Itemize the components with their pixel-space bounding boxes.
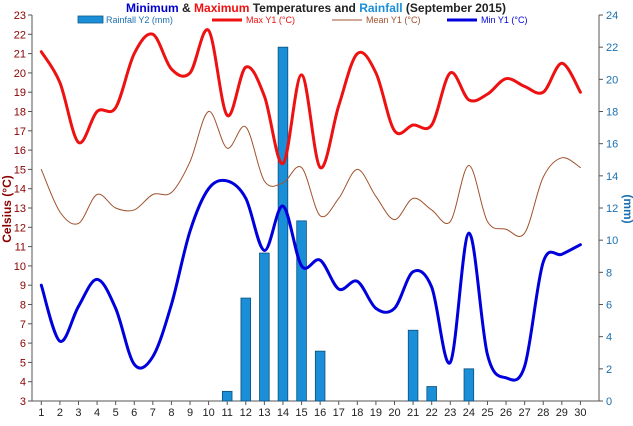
x-tick-label: 20 <box>388 407 400 419</box>
right-tick-label: 6 <box>606 300 612 312</box>
rainfall-bar <box>259 252 270 402</box>
x-tick-label: 1 <box>38 407 44 419</box>
left-tick-label: 11 <box>15 242 26 254</box>
x-tick-label: 18 <box>351 407 363 419</box>
right-tick-label: 4 <box>606 332 612 344</box>
left-tick-label: 15 <box>14 164 26 176</box>
right-tick-label: 0 <box>606 396 612 408</box>
rainfall-bar <box>221 390 233 402</box>
legend-mean-label: Mean Y1 (°C) <box>366 15 420 25</box>
left-tick-label: 21 <box>14 49 26 61</box>
rainfall-bar <box>407 329 419 402</box>
right-tick-label: 14 <box>606 171 618 183</box>
x-tick-label: 17 <box>333 407 345 419</box>
axis-ticks: 3456789101112131415161718192021222302468… <box>14 10 619 419</box>
x-tick-label: 9 <box>187 407 193 419</box>
right-tick-label: 12 <box>606 203 618 215</box>
legend-max-label: Max Y1 (°C) <box>246 15 295 25</box>
x-tick-label: 24 <box>463 407 475 419</box>
rainfall-bar <box>240 297 252 402</box>
left-tick-label: 4 <box>20 377 26 389</box>
x-tick-label: 16 <box>314 407 326 419</box>
x-tick-label: 2 <box>57 407 63 419</box>
x-tick-label: 7 <box>150 407 156 419</box>
x-tick-label: 4 <box>94 407 100 419</box>
left-tick-label: 19 <box>14 87 26 99</box>
x-tick-label: 23 <box>444 407 456 419</box>
x-tick-label: 29 <box>556 407 568 419</box>
max-temp-line <box>39 28 582 169</box>
left-tick-label: 9 <box>20 280 26 292</box>
right-tick-label: 10 <box>606 235 618 247</box>
left-tick-label: 17 <box>14 126 26 138</box>
left-tick-label: 6 <box>20 338 26 350</box>
x-tick-label: 12 <box>240 407 252 419</box>
title-maximum-word: Maximum <box>194 1 249 15</box>
x-tick-label: 6 <box>131 407 137 419</box>
left-tick-label: 8 <box>20 300 26 312</box>
x-tick-label: 15 <box>295 407 307 419</box>
right-axis-title: (mm) <box>621 194 633 223</box>
left-tick-label: 22 <box>14 29 26 41</box>
left-tick-label: 20 <box>14 68 26 80</box>
legend-rainfall-label: Rainfall Y2 (mm) <box>106 15 173 25</box>
right-tick-label: 22 <box>606 42 618 54</box>
x-tick-label: 19 <box>370 407 382 419</box>
rainfall-bar <box>277 46 289 402</box>
right-tick-label: 8 <box>606 267 612 279</box>
left-tick-label: 10 <box>14 261 26 273</box>
legend-min-label: Min Y1 (°C) <box>481 15 527 25</box>
left-tick-label: 13 <box>14 203 26 215</box>
title-minimum-word: Minimum <box>126 1 179 15</box>
right-tick-label: 16 <box>606 139 618 151</box>
temperature-lines <box>39 28 582 382</box>
left-tick-label: 12 <box>14 222 26 234</box>
x-tick-label: 21 <box>407 407 419 419</box>
x-tick-label: 8 <box>168 407 174 419</box>
right-tick-label: 24 <box>606 10 618 22</box>
x-tick-label: 13 <box>258 407 270 419</box>
legend: Rainfall Y2 (mm) Max Y1 (°C) Mean Y1 (°C… <box>77 15 527 25</box>
title-and-word: & <box>179 1 194 15</box>
rainfall-bar <box>314 350 326 402</box>
rainfall-bar <box>296 220 307 402</box>
x-tick-label: 27 <box>519 407 531 419</box>
x-tick-label: 14 <box>277 407 289 419</box>
x-tick-label: 28 <box>537 407 549 419</box>
legend-rainfall-swatch <box>77 15 104 24</box>
x-tick-label: 10 <box>202 407 214 419</box>
left-tick-label: 3 <box>20 396 26 408</box>
left-tick-label: 5 <box>20 357 26 369</box>
right-tick-label: 2 <box>606 364 612 376</box>
x-tick-label: 30 <box>574 407 586 419</box>
title-temps-word: Temperatures and <box>249 1 359 15</box>
left-tick-label: 14 <box>14 184 26 196</box>
title-date-word: (September 2015) <box>403 1 506 15</box>
right-tick-label: 20 <box>606 74 618 86</box>
rainfall-bar <box>426 386 437 402</box>
rainfall-bar <box>463 368 475 402</box>
x-tick-label: 5 <box>113 407 119 419</box>
left-tick-label: 23 <box>14 10 26 22</box>
title-rainfall-word: Rainfall <box>359 1 402 15</box>
x-tick-label: 3 <box>75 407 81 419</box>
chart-title: Minimum & Maximum Temperatures and Rainf… <box>126 1 506 15</box>
mean-temp-line <box>40 110 581 237</box>
x-tick-label: 11 <box>221 407 232 419</box>
min-temp-line <box>39 178 582 382</box>
x-tick-label: 22 <box>426 407 438 419</box>
left-tick-label: 7 <box>20 319 26 331</box>
left-tick-label: 18 <box>14 107 26 119</box>
right-tick-label: 18 <box>606 107 618 119</box>
rainfall-bars <box>221 46 475 402</box>
x-tick-label: 25 <box>481 407 493 419</box>
left-tick-label: 16 <box>14 145 26 157</box>
x-tick-label: 26 <box>500 407 512 419</box>
left-axis-title: Celsius (°C) <box>0 175 14 242</box>
